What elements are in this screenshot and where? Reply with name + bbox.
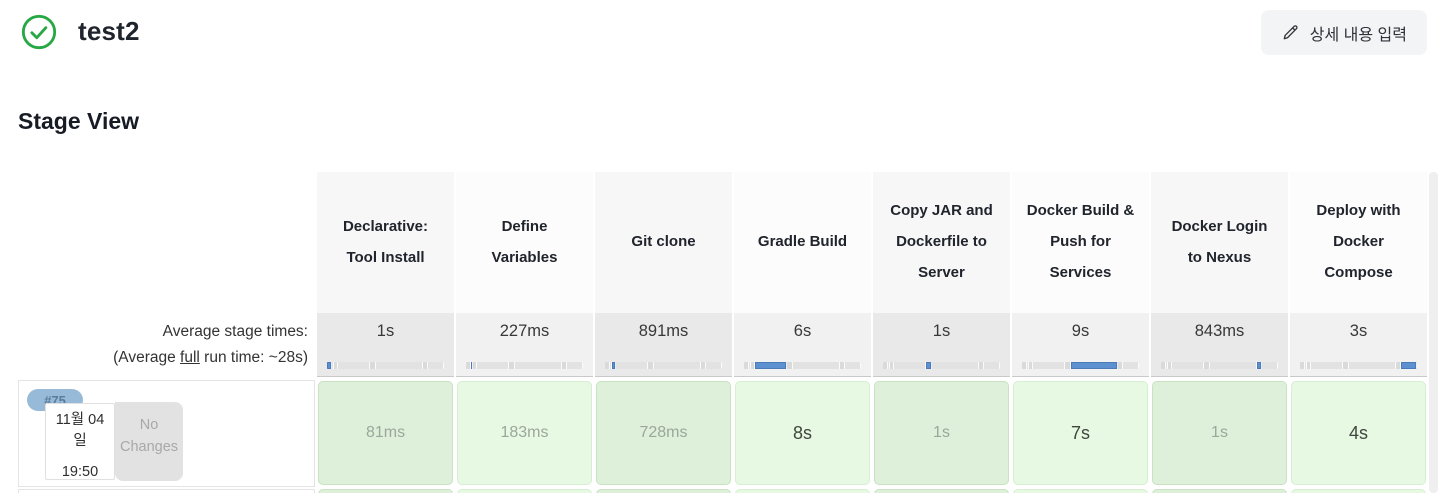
next-build-stage-cell-partial[interactable] <box>457 489 592 493</box>
build-date-line1: 11월 04 <box>55 412 105 428</box>
stage-column-header-2: Git clone <box>595 172 732 313</box>
stage-cell-6[interactable]: 1s <box>1152 381 1287 485</box>
build-time: 19:50 <box>61 464 99 481</box>
next-build-row-header-partial <box>18 489 315 493</box>
changes-label: No Changes <box>115 402 183 481</box>
average-stage-time-cell-5: 9s <box>1012 313 1149 377</box>
vertical-scrollbar-track[interactable] <box>1429 172 1438 493</box>
next-build-stage-cell-partial[interactable] <box>735 489 870 493</box>
stage-cell-1[interactable]: 183ms <box>457 381 592 485</box>
stage-timeline-bar-2 <box>605 362 722 369</box>
stage-column-header-6: Docker Login to Nexus <box>1151 172 1288 313</box>
stage-cell-3[interactable]: 8s <box>735 381 870 485</box>
average-stage-time-cell-7: 3s <box>1290 313 1427 377</box>
stage-timeline-bar-0 <box>327 362 444 369</box>
stage-timeline-bar-3 <box>744 362 861 369</box>
stage-timeline-bar-5 <box>1022 362 1139 369</box>
build-row-header: #75 11월 04 일 19:50 No Changes <box>18 380 315 487</box>
next-build-stage-cell-partial[interactable] <box>874 489 1009 493</box>
stage-cell-7[interactable]: 4s <box>1291 381 1426 485</box>
build-date-box[interactable]: 11월 04 일 19:50 <box>45 403 115 480</box>
average-stage-time-cell-3: 6s <box>734 313 871 377</box>
average-stage-time-cell-4: 1s <box>873 313 1010 377</box>
stage-column-header-3: Gradle Build <box>734 172 871 313</box>
average-stage-time-cell-2: 891ms <box>595 313 732 377</box>
stage-cell-5[interactable]: 7s <box>1013 381 1148 485</box>
stage-timeline-bar-4 <box>883 362 1000 369</box>
stage-column-header-4: Copy JAR and Dockerfile to Server <box>873 172 1010 313</box>
stage-column-header-0: Declarative: Tool Install <box>317 172 454 313</box>
next-build-stage-cell-partial[interactable] <box>1291 489 1426 493</box>
stage-timeline-bar-1 <box>466 362 583 369</box>
stage-cell-0[interactable]: 81ms <box>318 381 453 485</box>
next-build-stage-cell-partial[interactable] <box>1013 489 1148 493</box>
page-title: test2 <box>78 16 140 46</box>
stage-cell-4[interactable]: 1s <box>874 381 1009 485</box>
stage-timeline-bar-6 <box>1161 362 1278 369</box>
next-build-stage-cell-partial[interactable] <box>318 489 453 493</box>
detail-button-label: 상세 내용 입력 <box>1309 26 1407 44</box>
average-stage-time-cell-0: 1s <box>317 313 454 377</box>
average-stage-time-cell-6: 843ms <box>1151 313 1288 377</box>
stage-column-header-7: Deploy with Docker Compose <box>1290 172 1427 313</box>
stage-view-title: Stage View <box>18 108 140 134</box>
stage-cell-2[interactable]: 728ms <box>596 381 731 485</box>
next-build-stage-cell-partial[interactable] <box>596 489 731 493</box>
detail-input-button[interactable]: 상세 내용 입력 <box>1260 10 1427 55</box>
average-stage-time-cell-1: 227ms <box>456 313 593 377</box>
average-times-label-line2: (Average full run time: ~28s) <box>113 349 308 366</box>
stage-view-table: Declarative: Tool Install Define Variabl… <box>18 172 1427 493</box>
average-times-label-line1: Average stage times: <box>162 322 308 340</box>
build-status-success-icon <box>20 13 58 51</box>
stage-column-header-1: Define Variables <box>456 172 593 313</box>
pencil-icon <box>1281 23 1300 42</box>
average-times-label: Average stage times: (Average full run t… <box>18 313 315 377</box>
stage-timeline-bar-7 <box>1300 362 1417 369</box>
next-build-stage-cell-partial[interactable] <box>1152 489 1287 493</box>
stage-column-header-5: Docker Build & Push for Services <box>1012 172 1149 313</box>
build-date-line2: 일 <box>73 433 87 450</box>
full-run-time-link[interactable]: full <box>180 349 200 366</box>
